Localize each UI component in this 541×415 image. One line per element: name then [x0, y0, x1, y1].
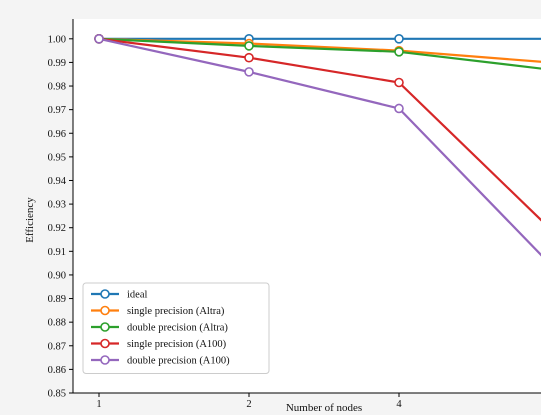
data-point	[394, 103, 404, 114]
y-tick-label: 0.86	[48, 365, 66, 376]
legend-marker	[100, 322, 110, 332]
legend-marker	[100, 289, 110, 299]
y-tick-label: 0.99	[48, 58, 66, 69]
legend-marker	[100, 338, 110, 349]
legend-label: single precision (A100)	[127, 339, 227, 350]
x-tick-label: 4	[396, 399, 402, 410]
x-tick-label: 2	[246, 399, 251, 410]
data-point	[394, 77, 404, 88]
legend-box	[82, 282, 270, 374]
y-tick-label: 0.85	[48, 389, 66, 400]
y-tick-label: 0.96	[48, 129, 66, 140]
series-layer	[94, 34, 541, 257]
legend-label: single precision (Altra)	[127, 306, 225, 317]
y-axis-label: Efficiency	[24, 197, 36, 243]
series-line	[98, 37, 541, 257]
y-tick-label: 0.94	[48, 176, 67, 187]
series-line	[98, 37, 541, 222]
x-tick-label: 1	[96, 399, 101, 410]
legend-marker	[100, 305, 110, 316]
data-point	[94, 34, 104, 44]
y-tick-label: 0.97	[48, 105, 66, 116]
data-point	[244, 52, 254, 63]
x-axis-label: Number of nodes	[286, 402, 362, 414]
series-line	[98, 37, 541, 63]
y-tick-label: 0.92	[48, 223, 66, 234]
y-tick-label: 1.00	[48, 34, 66, 45]
legend-marker	[100, 355, 110, 365]
y-tick-label: 0.87	[48, 341, 66, 352]
y-tick-label: 0.90	[48, 270, 66, 281]
series-line	[98, 37, 541, 70]
legend: ideal single precision (Altra) double prec…	[82, 282, 270, 374]
y-tick-label: 0.95	[48, 152, 66, 163]
data-point	[394, 46, 404, 57]
legend-label: double precision (A100)	[127, 356, 230, 367]
y-tick-label: 0.88	[48, 318, 66, 329]
y-tick-label: 0.89	[48, 294, 66, 305]
y-tick-label: 0.93	[48, 200, 66, 211]
y-tick-label: 0.91	[48, 247, 66, 258]
axes-layer: 0.85 0.86 0.87 0.88 0.89 0.90 0.91 0.92 0.93 0.94…	[48, 19, 541, 410]
data-point	[244, 67, 254, 77]
data-point	[244, 41, 254, 51]
legend-label: double precision (Altra)	[127, 323, 228, 334]
data-point	[394, 34, 404, 44]
y-tick-label: 0.98	[48, 82, 66, 93]
legend-label: ideal	[127, 290, 147, 301]
